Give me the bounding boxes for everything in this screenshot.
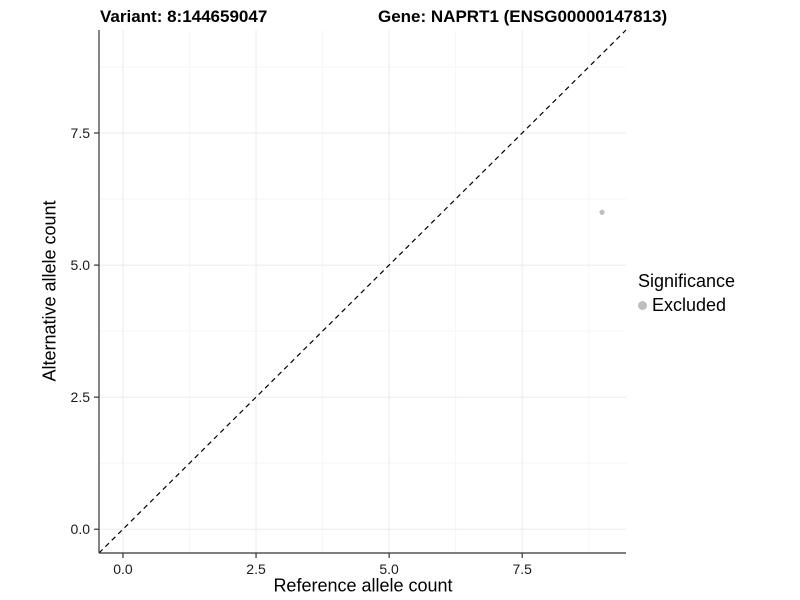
legend-title: Significance [638,271,736,291]
x-tick-label: 5.0 [379,561,399,577]
data-point [599,209,605,215]
plot-title-gene: Gene: NAPRT1 (ENSG00000147813) [378,7,668,26]
x-axis-title: Reference allele count [273,575,453,596]
x-tick-label: 7.5 [512,561,532,577]
legend-item-label: Excluded [652,295,727,315]
y-tick-label: 0.0 [71,521,91,537]
x-tick-label: 2.5 [246,561,266,577]
y-tick-label: 5.0 [71,257,91,273]
legend-item-excluded: Excluded [638,295,735,316]
plot-title-variant: Variant: 8:144659047 [100,7,268,26]
y-tick-label: 7.5 [71,125,91,141]
identity-line [98,29,627,554]
y-axis-title: Alternative allele count [39,200,60,382]
legend-key-dot [638,301,647,310]
y-tick-label: 2.5 [71,389,91,405]
x-tick-label: 0.0 [113,561,133,577]
legend: Significance Excluded [638,271,735,316]
